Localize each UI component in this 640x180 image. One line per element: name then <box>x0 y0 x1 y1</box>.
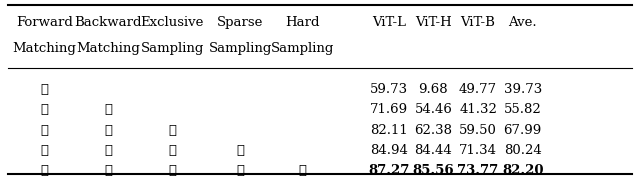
Text: Matching: Matching <box>13 42 77 55</box>
Text: Backward: Backward <box>75 16 142 29</box>
Text: ✓: ✓ <box>41 164 49 177</box>
Text: ✓: ✓ <box>236 144 244 157</box>
Text: 87.27: 87.27 <box>368 164 410 177</box>
Text: 39.73: 39.73 <box>504 83 542 96</box>
Text: ViT-H: ViT-H <box>415 16 452 29</box>
Text: ✓: ✓ <box>168 144 176 157</box>
Text: Sampling: Sampling <box>140 42 204 55</box>
Text: 9.68: 9.68 <box>419 83 448 96</box>
Text: Sampling: Sampling <box>271 42 334 55</box>
Text: 62.38: 62.38 <box>415 123 452 137</box>
Text: ✓: ✓ <box>41 103 49 116</box>
Text: ✓: ✓ <box>104 144 113 157</box>
Text: 84.44: 84.44 <box>415 144 452 157</box>
Text: ✓: ✓ <box>41 83 49 96</box>
Text: 85.56: 85.56 <box>413 164 454 177</box>
Text: ✓: ✓ <box>41 144 49 157</box>
Text: ViT-L: ViT-L <box>372 16 406 29</box>
Text: 84.94: 84.94 <box>370 144 408 157</box>
Text: 71.34: 71.34 <box>459 144 497 157</box>
Text: ✓: ✓ <box>41 123 49 137</box>
Text: 82.11: 82.11 <box>370 123 408 137</box>
Text: 49.77: 49.77 <box>459 83 497 96</box>
Text: Ave.: Ave. <box>508 16 537 29</box>
Text: Sparse: Sparse <box>217 16 264 29</box>
Text: 82.20: 82.20 <box>502 164 543 177</box>
Text: 54.46: 54.46 <box>415 103 452 116</box>
Text: ✓: ✓ <box>298 164 306 177</box>
Text: 55.82: 55.82 <box>504 103 541 116</box>
Text: 73.77: 73.77 <box>458 164 499 177</box>
Text: Sampling: Sampling <box>209 42 272 55</box>
Text: Matching: Matching <box>77 42 140 55</box>
Text: 59.50: 59.50 <box>459 123 497 137</box>
Text: 80.24: 80.24 <box>504 144 541 157</box>
Text: 67.99: 67.99 <box>504 123 542 137</box>
Text: ✓: ✓ <box>104 103 113 116</box>
Text: ✓: ✓ <box>236 164 244 177</box>
Text: 59.73: 59.73 <box>370 83 408 96</box>
Text: ✓: ✓ <box>104 164 113 177</box>
Text: ✓: ✓ <box>168 123 176 137</box>
Text: Forward: Forward <box>16 16 73 29</box>
Text: ✓: ✓ <box>104 123 113 137</box>
Text: ViT-B: ViT-B <box>461 16 495 29</box>
Text: 41.32: 41.32 <box>459 103 497 116</box>
Text: 71.69: 71.69 <box>370 103 408 116</box>
Text: Hard: Hard <box>285 16 319 29</box>
Text: ✓: ✓ <box>168 164 176 177</box>
Text: Exclusive: Exclusive <box>140 16 204 29</box>
